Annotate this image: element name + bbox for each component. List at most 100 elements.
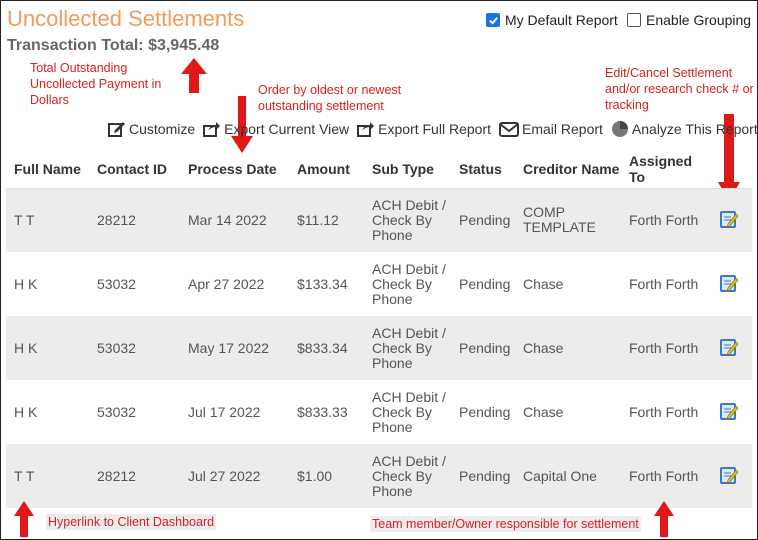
- arrow-up-icon: [14, 501, 34, 537]
- assigned-to: Forth Forth: [621, 252, 711, 316]
- header-creditor-name[interactable]: Creditor Name: [515, 150, 621, 189]
- export-icon: [203, 122, 221, 137]
- export-full-report-button[interactable]: Export Full Report: [357, 120, 491, 138]
- total-annotation: Total Outstanding Uncollected Payment in…: [30, 61, 162, 107]
- status: Pending: [451, 316, 515, 380]
- header-full-name[interactable]: Full Name: [6, 150, 89, 189]
- creditor-name: Chase: [515, 252, 621, 316]
- enable-grouping-checkbox[interactable]: [627, 13, 641, 27]
- analyze-report-label: Analyze This Report: [631, 121, 758, 137]
- team-member-annotation: Team member/Owner responsible for settle…: [370, 516, 641, 532]
- edit-notepad-icon[interactable]: [719, 337, 739, 357]
- order-annotation: Order by oldest or newest outstanding se…: [258, 83, 402, 113]
- creditor-name: Chase: [515, 380, 621, 444]
- edit-notepad-icon[interactable]: [719, 401, 739, 421]
- amount: $833.34: [289, 316, 364, 380]
- assigned-to: Forth Forth: [621, 316, 711, 380]
- enable-grouping-label: Enable Grouping: [646, 12, 752, 28]
- header-contact-id[interactable]: Contact ID: [89, 150, 180, 189]
- pie-chart-icon: [611, 121, 628, 137]
- full-name-link[interactable]: T T: [6, 188, 89, 252]
- full-name-link[interactable]: T T: [6, 444, 89, 508]
- edit-icon: [108, 122, 125, 137]
- header-amount[interactable]: Amount: [289, 150, 364, 189]
- transaction-total-value: $3,945.48: [148, 37, 220, 54]
- customize-button[interactable]: Customize: [108, 120, 195, 138]
- envelope-icon: [498, 121, 519, 137]
- edit-notepad-icon[interactable]: [719, 209, 739, 229]
- header-sub-type[interactable]: Sub Type: [364, 150, 451, 189]
- analyze-report-button[interactable]: Analyze This Report: [611, 120, 758, 138]
- sub-type: ACH Debit / Check By Phone: [364, 188, 451, 252]
- edit-settlement-button[interactable]: [711, 444, 752, 508]
- process-date: Jul 17 2022: [180, 380, 289, 444]
- contact-id: 53032: [89, 380, 180, 444]
- page-title: Uncollected Settlements: [7, 6, 245, 31]
- settlements-table: Full Name Contact ID Process Date Amount…: [6, 150, 752, 508]
- contact-id: 28212: [89, 444, 180, 508]
- creditor-name: COMP TEMPLATE: [515, 188, 621, 252]
- header-status[interactable]: Status: [451, 150, 515, 189]
- status: Pending: [451, 380, 515, 444]
- table-header-row: Full Name Contact ID Process Date Amount…: [6, 150, 752, 189]
- amount: $833.33: [289, 380, 364, 444]
- assigned-to: Forth Forth: [621, 380, 711, 444]
- header-process-date[interactable]: Process Date: [180, 150, 289, 189]
- edit-annotation: Edit/Cancel Settlement and/or research c…: [605, 66, 754, 112]
- amount: $1.00: [289, 444, 364, 508]
- report-toolbar: Customize Export Current View Export Ful…: [108, 120, 758, 138]
- export-full-report-label: Export Full Report: [378, 121, 491, 137]
- enable-grouping-option[interactable]: Enable Grouping: [627, 12, 751, 28]
- status: Pending: [451, 252, 515, 316]
- sub-type: ACH Debit / Check By Phone: [364, 444, 451, 508]
- status: Pending: [451, 188, 515, 252]
- customize-label: Customize: [129, 121, 196, 137]
- transaction-total: Transaction Total: $3,945.48: [7, 37, 219, 55]
- export-current-view-button[interactable]: Export Current View: [203, 120, 349, 138]
- amount: $11.12: [289, 188, 364, 252]
- amount: $133.34: [289, 252, 364, 316]
- contact-id: 53032: [89, 252, 180, 316]
- arrow-up-icon: [181, 58, 207, 93]
- email-report-button[interactable]: Email Report: [498, 120, 603, 138]
- edit-settlement-button[interactable]: [711, 252, 752, 316]
- edit-settlement-button[interactable]: [711, 316, 752, 380]
- my-default-report-option[interactable]: My Default Report: [486, 12, 618, 28]
- contact-id: 28212: [89, 188, 180, 252]
- full-name-link[interactable]: H K: [6, 316, 89, 380]
- sub-type: ACH Debit / Check By Phone: [364, 380, 451, 444]
- contact-id: 53032: [89, 316, 180, 380]
- full-name-link[interactable]: H K: [6, 252, 89, 316]
- process-date: Apr 27 2022: [180, 252, 289, 316]
- arrow-down-icon: [231, 96, 253, 153]
- table-row: H K 53032 May 17 2022 $833.34 ACH Debit …: [6, 316, 752, 380]
- table-row: H K 53032 Apr 27 2022 $133.34 ACH Debit …: [6, 252, 752, 316]
- edit-settlement-button[interactable]: [711, 188, 752, 252]
- arrow-up-icon: [654, 501, 674, 537]
- export-icon: [357, 122, 375, 137]
- my-default-report-checkbox[interactable]: [486, 13, 500, 27]
- process-date: Jul 27 2022: [180, 444, 289, 508]
- edit-settlement-button[interactable]: [711, 380, 752, 444]
- table-row: T T 28212 Mar 14 2022 $11.12 ACH Debit /…: [6, 188, 752, 252]
- assigned-to: Forth Forth: [621, 188, 711, 252]
- email-report-label: Email Report: [521, 121, 603, 137]
- sub-type: ACH Debit / Check By Phone: [364, 316, 451, 380]
- table-row: H K 53032 Jul 17 2022 $833.33 ACH Debit …: [6, 380, 752, 444]
- hyperlink-annotation: Hyperlink to Client Dashboard: [46, 514, 217, 530]
- edit-notepad-icon[interactable]: [719, 465, 739, 485]
- table-row: T T 28212 Jul 27 2022 $1.00 ACH Debit / …: [6, 444, 752, 508]
- creditor-name: Chase: [515, 316, 621, 380]
- sub-type: ACH Debit / Check By Phone: [364, 252, 451, 316]
- export-current-view-label: Export Current View: [224, 121, 350, 137]
- process-date: Mar 14 2022: [180, 188, 289, 252]
- transaction-total-label: Transaction Total:: [7, 37, 144, 54]
- assigned-to: Forth Forth: [621, 444, 711, 508]
- header-assigned-to[interactable]: Assigned To: [621, 150, 711, 189]
- edit-notepad-icon[interactable]: [719, 273, 739, 293]
- full-name-link[interactable]: H K: [6, 380, 89, 444]
- my-default-report-label: My Default Report: [505, 12, 618, 28]
- creditor-name: Capital One: [515, 444, 621, 508]
- process-date: May 17 2022: [180, 316, 289, 380]
- status: Pending: [451, 444, 515, 508]
